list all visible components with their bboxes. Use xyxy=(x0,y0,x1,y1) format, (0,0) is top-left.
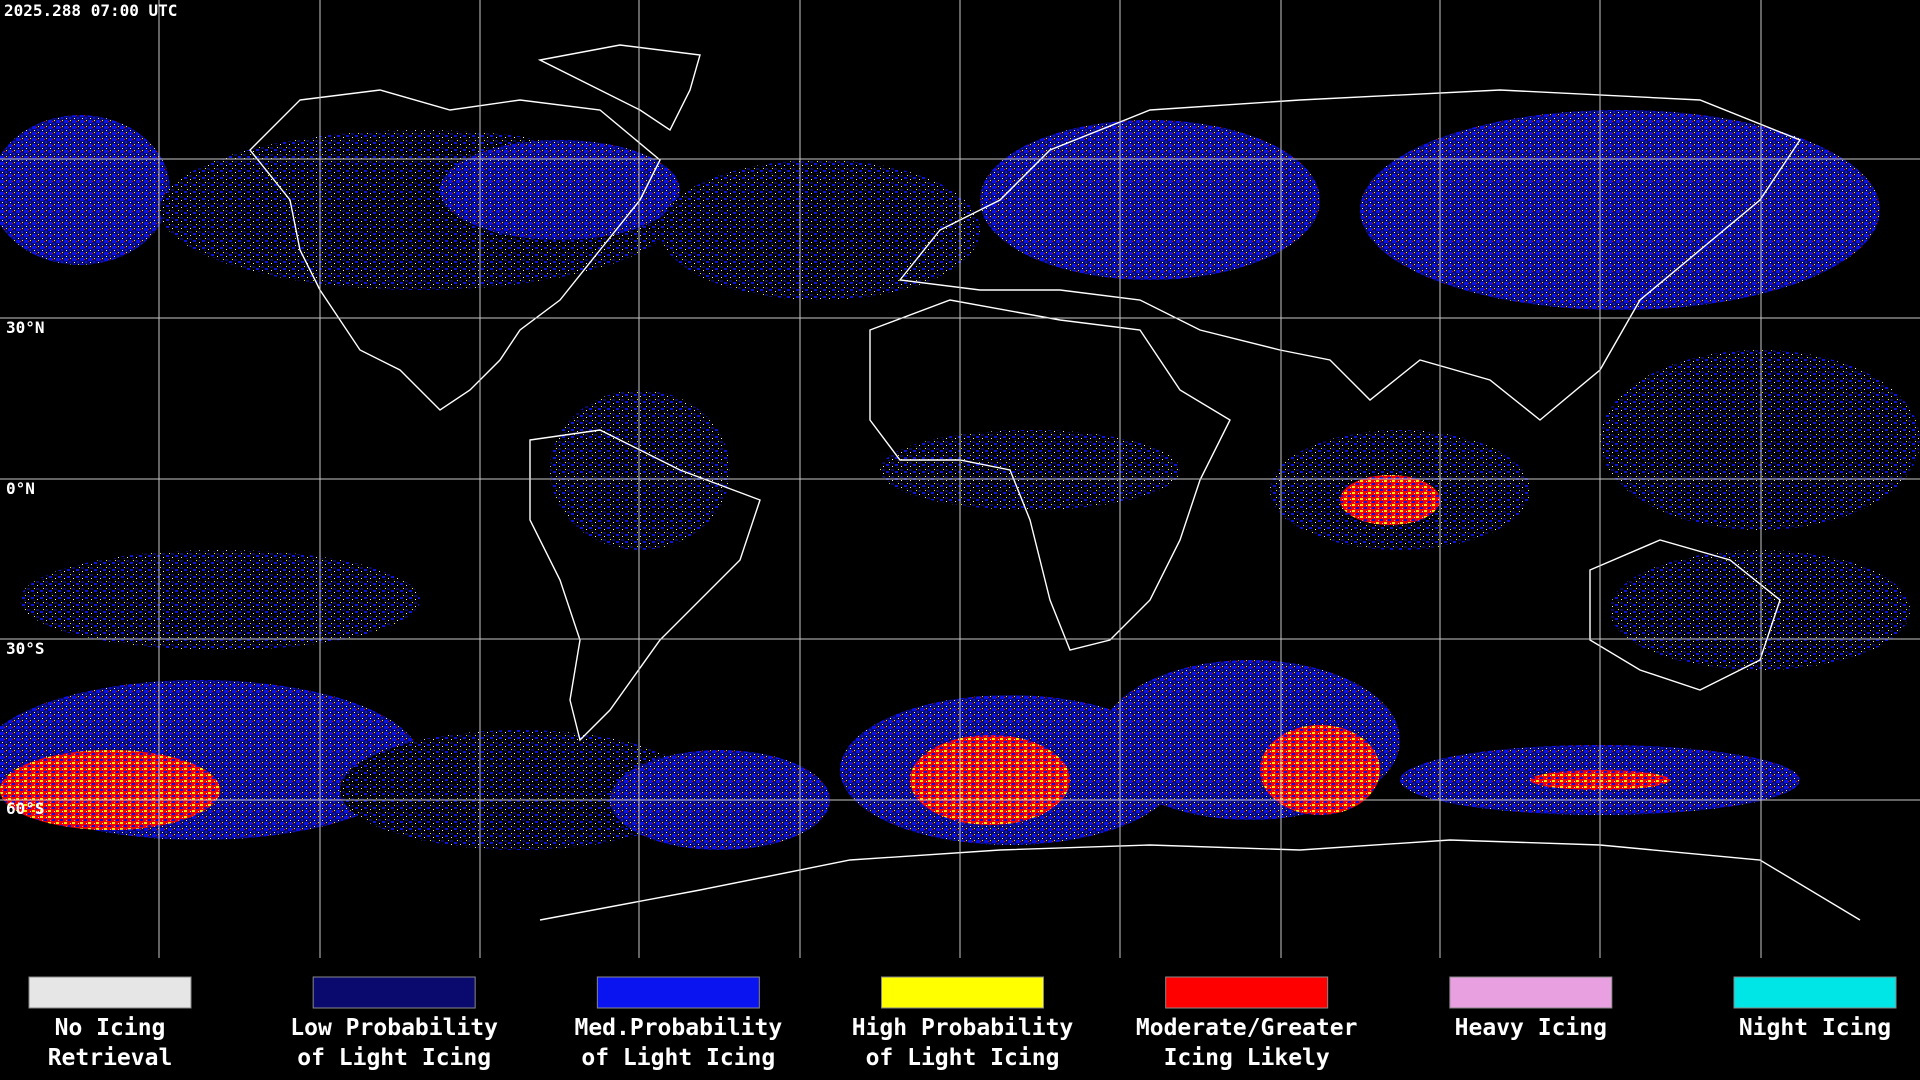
coastlines xyxy=(249,44,1861,921)
legend-label: No Icing xyxy=(55,1015,166,1041)
field xyxy=(1610,550,1910,670)
legend-swatch xyxy=(1165,976,1329,1009)
legend-label: Night Icing xyxy=(1739,1015,1891,1041)
field xyxy=(440,140,680,240)
legend-label: Heavy Icing xyxy=(1455,1015,1607,1041)
latitude-label: 30°S xyxy=(6,639,45,658)
field xyxy=(1340,475,1440,525)
legend-label: Med.Probability xyxy=(574,1015,782,1041)
legend-label: Retrieval xyxy=(48,1045,173,1071)
latitude-labels: 30°N 0°N 30°S 60°S xyxy=(6,318,45,818)
latitude-label: 0°N xyxy=(6,479,35,498)
south-america xyxy=(529,429,761,742)
legend-label: Icing Likely xyxy=(1164,1045,1330,1071)
antarctica xyxy=(539,839,1861,921)
north-america xyxy=(249,89,661,411)
legend-swatch xyxy=(881,976,1044,1009)
legend-swatch xyxy=(28,976,192,1009)
field xyxy=(1360,110,1880,310)
field xyxy=(1260,725,1380,815)
legend: No Icing Retrieval Low Probability of Light… xyxy=(28,976,1897,1071)
australia xyxy=(1589,539,1781,691)
eurasia xyxy=(898,89,1802,421)
graticule xyxy=(0,0,1920,958)
field xyxy=(880,430,1180,510)
field xyxy=(340,730,700,850)
field xyxy=(20,550,420,650)
field xyxy=(910,735,1070,825)
legend-swatch xyxy=(312,976,476,1009)
legend-label: Low Probability xyxy=(290,1015,498,1041)
legend-label: of Light Icing xyxy=(297,1045,491,1071)
legend-swatch xyxy=(1733,976,1897,1009)
africa xyxy=(869,299,1231,651)
field xyxy=(1600,350,1920,530)
legend-label: Moderate/Greater xyxy=(1136,1015,1358,1041)
latitude-label: 30°N xyxy=(6,318,45,337)
field xyxy=(980,120,1320,280)
legend-swatch xyxy=(596,976,760,1009)
field xyxy=(660,160,980,300)
timestamp: 2025.288 07:00 UTC xyxy=(4,1,177,20)
legend-swatch xyxy=(1449,976,1613,1009)
field xyxy=(0,750,220,830)
latitude-label: 60°S xyxy=(6,799,45,818)
legend-label: High Probability xyxy=(852,1015,1074,1041)
field xyxy=(550,390,730,550)
greenland xyxy=(537,44,701,132)
legend-label: of Light Icing xyxy=(866,1045,1060,1071)
legend-label: of Light Icing xyxy=(581,1045,775,1071)
field xyxy=(0,115,170,265)
